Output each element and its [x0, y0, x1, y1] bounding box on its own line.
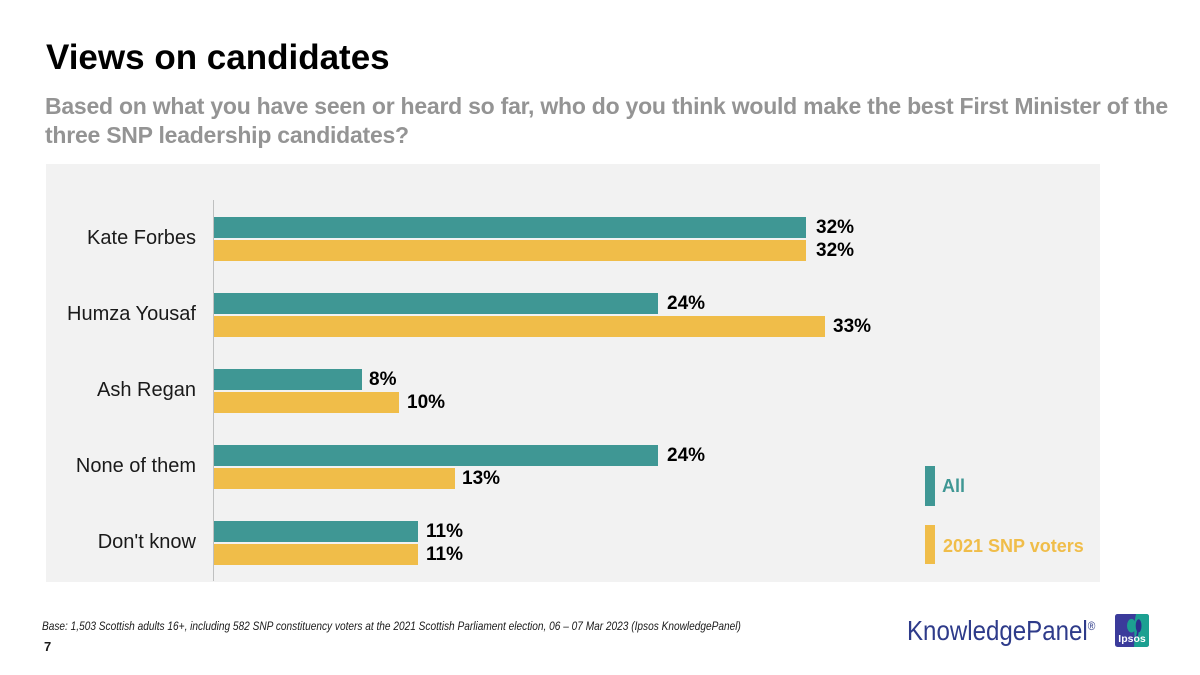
svg-text:Ipsos: Ipsos — [1118, 633, 1146, 645]
